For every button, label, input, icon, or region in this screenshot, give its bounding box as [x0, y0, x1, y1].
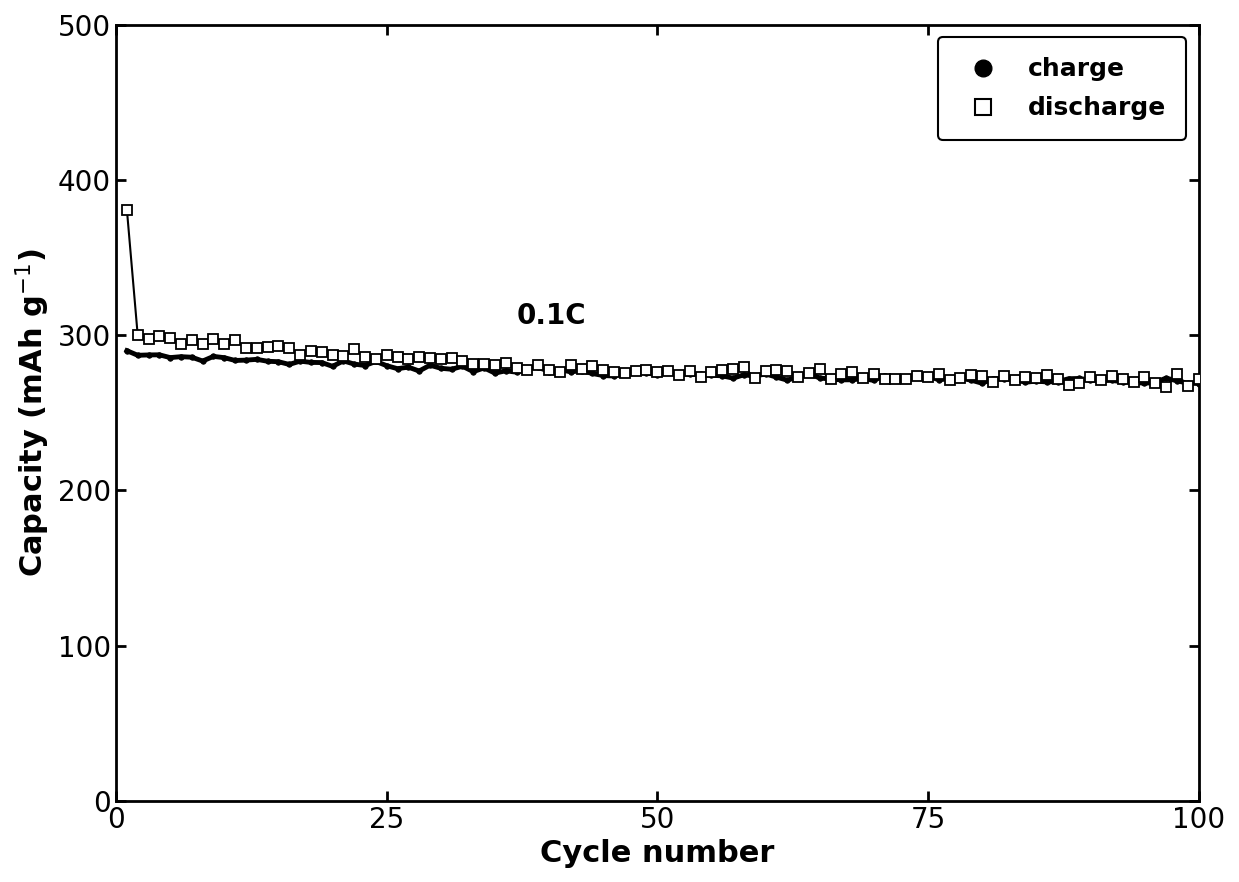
Text: 0.1C: 0.1C	[517, 303, 586, 331]
Legend: charge, discharge: charge, discharge	[938, 37, 1186, 140]
Y-axis label: Capacity (mAh g$^{-1}$): Capacity (mAh g$^{-1}$)	[14, 249, 52, 577]
X-axis label: Cycle number: Cycle number	[540, 839, 774, 868]
